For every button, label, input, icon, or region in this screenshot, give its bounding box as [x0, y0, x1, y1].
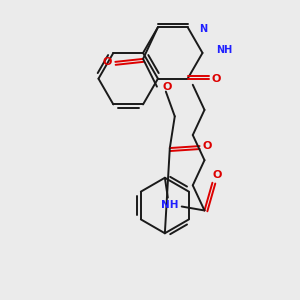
Text: O: O: [213, 170, 222, 180]
Text: N: N: [200, 24, 208, 34]
Text: NH: NH: [161, 200, 178, 209]
Text: O: O: [212, 74, 221, 84]
Text: O: O: [103, 57, 112, 67]
Text: O: O: [203, 141, 212, 151]
Text: NH: NH: [216, 45, 232, 55]
Text: O: O: [162, 82, 172, 92]
